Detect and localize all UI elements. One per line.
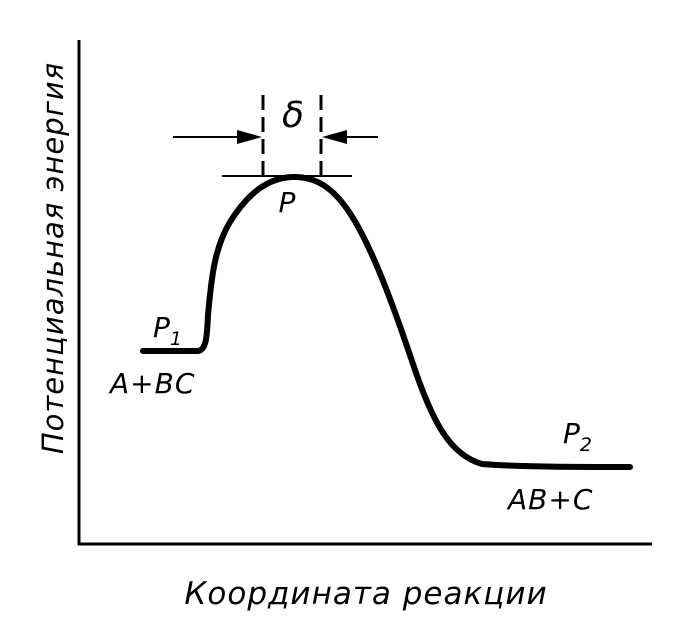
end-state-subscript: 2 (580, 434, 592, 456)
energy-curve (140, 173, 633, 470)
end-species-label: AB+C (506, 483, 593, 516)
transition-state-label: P (279, 186, 296, 219)
end-state-point: P (563, 417, 580, 450)
x-axis-label: Координата реакции (184, 576, 547, 612)
delta-left-arrow-head (237, 130, 262, 144)
start-state-label: P1 (153, 311, 182, 350)
start-state-subscript: 1 (170, 328, 182, 350)
start-species-label: A+BC (108, 367, 195, 400)
y-axis-label: Потенциальная энергия (36, 62, 70, 454)
delta-label: δ (282, 95, 304, 136)
delta-right-arrow-head (322, 130, 347, 144)
end-state-label: P2 (563, 417, 592, 456)
start-state-point: P (153, 311, 170, 344)
